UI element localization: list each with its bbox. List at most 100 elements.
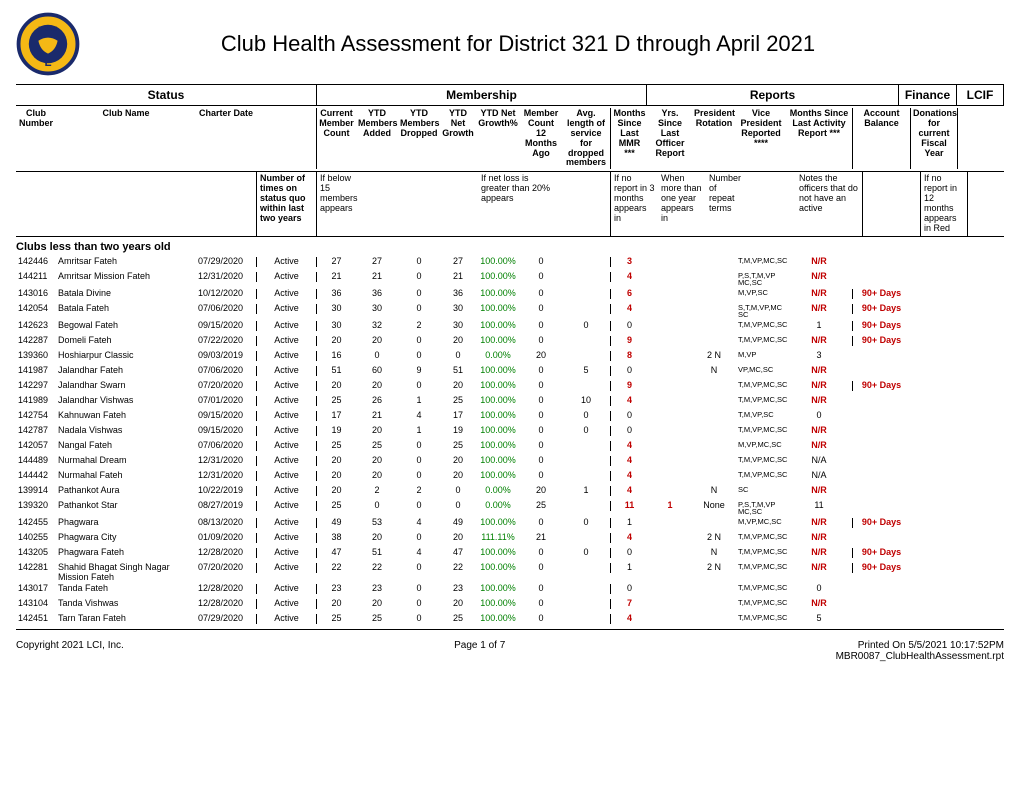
cell: N/R [786, 563, 852, 573]
cell: 142451 [16, 614, 56, 624]
cell: 6 [610, 289, 648, 299]
cell: Tanda Vishwas [56, 599, 196, 609]
cell: 07/22/2020 [196, 336, 256, 346]
cell: 0 [356, 501, 398, 511]
cell: 2 [356, 486, 398, 496]
cell: 100.00% [476, 584, 520, 594]
cell: 20 [520, 486, 562, 496]
cell: 36 [356, 289, 398, 299]
cell: Begowal Fateh [56, 321, 196, 331]
page-title: Club Health Assessment for District 321 … [96, 31, 940, 57]
cell: S,T,M,VP,MC SC [736, 304, 786, 319]
cell: 0 [786, 411, 852, 421]
cell: 100.00% [476, 411, 520, 421]
cell: 20 [316, 486, 356, 496]
cell: 100.00% [476, 563, 520, 573]
cell: 0 [356, 351, 398, 361]
cell: 21 [356, 411, 398, 421]
cell: 100.00% [476, 599, 520, 609]
cell: N/R [786, 426, 852, 436]
cell: 2 [398, 486, 440, 496]
cell: 142455 [16, 518, 56, 528]
table-row: 140255Phagwara City01/09/2020Active38200… [16, 531, 1004, 546]
svg-text:LIONS: LIONS [38, 26, 57, 33]
cell: 25 [356, 441, 398, 451]
cell: Pathankot Aura [56, 486, 196, 496]
table-row: 143017Tanda Fateh12/28/2020Active2323023… [16, 582, 1004, 597]
section-status: Status [16, 85, 316, 105]
cell: 0 [520, 272, 562, 282]
note-months-since: If no report in 3 months appears in [610, 172, 658, 235]
cell: Active [256, 304, 316, 314]
cell: 0 [520, 548, 562, 558]
cell: 08/13/2020 [196, 518, 256, 528]
cell: 30 [316, 304, 356, 314]
cell: Tarn Taran Fateh [56, 614, 196, 624]
cell: N/R [786, 366, 852, 376]
cell: 0 [398, 257, 440, 267]
cell: 0.00% [476, 486, 520, 496]
cell: 51 [316, 366, 356, 376]
cell: N/A [786, 471, 852, 481]
cell: T,M,VP,MC,SC [736, 426, 786, 434]
cell: 144442 [16, 471, 56, 481]
col-donations: Donations for current Fiscal Year [910, 108, 958, 169]
cell: 100.00% [476, 471, 520, 481]
cell: 20 [356, 381, 398, 391]
cell: 111.11% [476, 533, 520, 543]
cell: 0 [398, 563, 440, 573]
cell: 0.00% [476, 501, 520, 511]
cell: 22 [316, 563, 356, 573]
cell: Nangal Fateh [56, 441, 196, 451]
cell: 36 [440, 289, 476, 299]
table-row: 142451Tarn Taran Fateh07/29/2020Active25… [16, 612, 1004, 627]
cell: T,M,VP,MC,SC [736, 257, 786, 265]
cell: 07/06/2020 [196, 441, 256, 451]
cell: 4 [610, 533, 648, 543]
cell: 1 [610, 518, 648, 528]
cell: 100.00% [476, 304, 520, 314]
col-club-name: Club Name [56, 108, 196, 169]
cell: 142623 [16, 321, 56, 331]
cell: 27 [316, 257, 356, 267]
cell: Batala Divine [56, 289, 196, 299]
cell: 5 [786, 614, 852, 624]
cell: Phagwara City [56, 533, 196, 543]
cell: Hoshiarpur Classic [56, 351, 196, 361]
cell: 25 [440, 441, 476, 451]
note-lcif: If no report in 12 months appears in Red [920, 172, 968, 235]
cell: 5 [562, 366, 610, 376]
cell: 3 [786, 351, 852, 361]
cell: Pathankot Star [56, 501, 196, 511]
cell: 0 [610, 426, 648, 436]
cell: 141989 [16, 396, 56, 406]
cell: 0 [610, 411, 648, 421]
cell: 0 [520, 599, 562, 609]
cell: Jalandhar Vishwas [56, 396, 196, 406]
cell: 100.00% [476, 396, 520, 406]
cell: T,M,VP,MC,SC [736, 381, 786, 389]
cell: 36 [316, 289, 356, 299]
section-membership: Membership [316, 85, 646, 105]
cell: Shahid Bhagat Singh Nagar Mission Fateh [56, 563, 196, 583]
table-row: 142281Shahid Bhagat Singh Nagar Mission … [16, 561, 1004, 583]
cell: 1 [610, 563, 648, 573]
cell: 90+ Days [852, 381, 910, 391]
cell: 142054 [16, 304, 56, 314]
cell: 90+ Days [852, 563, 910, 573]
cell: 01/09/2020 [196, 533, 256, 543]
cell: M,VP,MC,SC [736, 518, 786, 526]
cell: Active [256, 381, 316, 391]
cell: 142297 [16, 381, 56, 391]
column-notes: Number of times on status quo within las… [16, 172, 1004, 236]
cell: N/A [786, 456, 852, 466]
cell: 51 [440, 366, 476, 376]
cell: Active [256, 584, 316, 594]
col-ytd-dropped: YTD Members Dropped [398, 108, 440, 169]
cell: 12/28/2020 [196, 584, 256, 594]
cell: 21 [520, 533, 562, 543]
cell: 27 [356, 257, 398, 267]
cell: 142754 [16, 411, 56, 421]
cell: M,VP [736, 351, 786, 359]
cell: 25 [356, 614, 398, 624]
